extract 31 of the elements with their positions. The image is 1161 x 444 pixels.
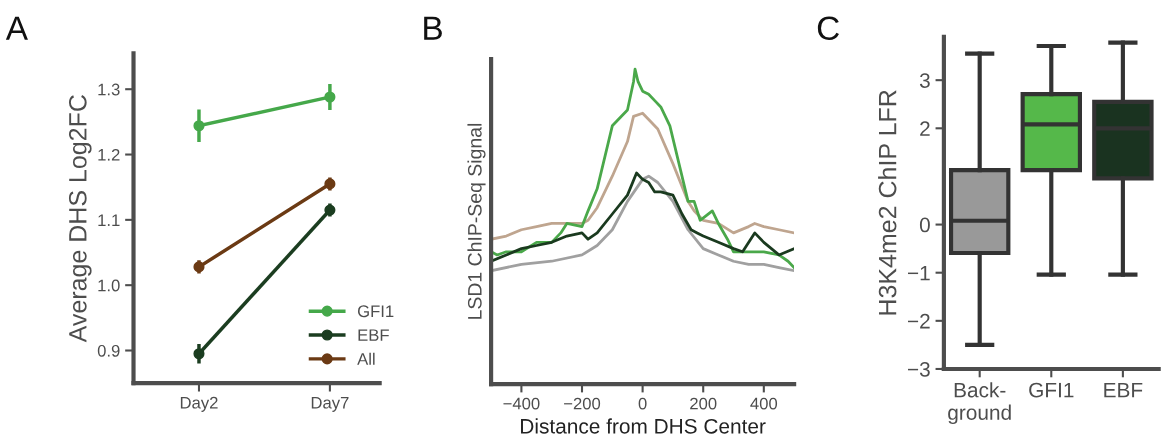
y-tick-label: 2 [920, 121, 930, 136]
y-tick-label: 1.3 [98, 83, 120, 96]
y-tick-label: 0 [919, 217, 930, 233]
x-tick-label: EBF [1104, 382, 1143, 398]
y-axis-title: H3K4me2 ChIP LFR [878, 90, 897, 315]
y-axis-title: Average DHS Log2FC [68, 95, 92, 343]
y-tick-label: 1.2 [98, 148, 120, 161]
x-tick-label: −400 [503, 397, 540, 410]
y-axis-title: LSD1 ChIP-Seq Signal [467, 123, 486, 319]
chart-title: C [817, 16, 839, 41]
chart-title: B [424, 16, 442, 40]
legend-label: All [357, 352, 375, 365]
legend-label: EBF [358, 329, 389, 341]
x-tick-label: Day2 [180, 396, 218, 412]
chart-title: A [5, 16, 28, 40]
y-tick-label: 0.9 [97, 344, 120, 357]
y-tick-label: 3 [919, 73, 930, 88]
x-tick-label: GFI1 [1029, 382, 1074, 398]
y-tick-label: 1.0 [98, 279, 120, 292]
y-tick-label: −1 [907, 265, 930, 281]
legend-label: GFI1 [357, 305, 394, 318]
y-tick-label: 1.1 [98, 214, 120, 226]
x-tick-label: −200 [564, 397, 601, 410]
x-axis-title: Distance from DHS Center [521, 418, 766, 434]
x-tick-label: Day7 [311, 396, 349, 412]
x-tick-label: 400 [750, 397, 778, 410]
y-tick-label: −3 [907, 361, 930, 377]
x-tick-label: 200 [690, 397, 717, 410]
x-tick-label: 0 [638, 397, 647, 410]
y-tick-label: −2 [907, 313, 930, 329]
x-tick-label: Back- ground [948, 382, 1011, 425]
